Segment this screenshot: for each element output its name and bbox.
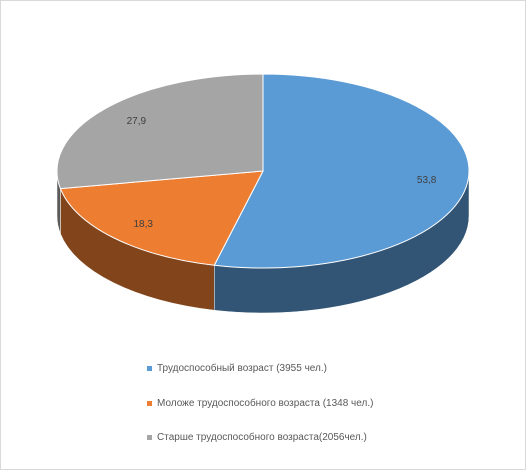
legend-label: Моложе трудоспособного возраста (1348 че… xyxy=(157,398,374,409)
slice xyxy=(56,73,264,190)
legend-label: Трудоспособный возраст (3955 чел.) xyxy=(157,363,327,374)
legend-swatch xyxy=(147,400,152,406)
slice xyxy=(59,170,264,266)
legend-swatch xyxy=(147,365,152,371)
data-label: 18,3 xyxy=(133,219,153,230)
legend-item: Старше трудоспособного возраста(2056чел.… xyxy=(147,431,387,444)
data-label: 53,8 xyxy=(417,175,437,186)
legend-item: Трудоспособный возраст (3955 чел.) xyxy=(147,362,387,375)
slice xyxy=(213,73,470,269)
legend-swatch xyxy=(147,434,152,440)
legend-item: Моложе трудоспособного возраста (1348 че… xyxy=(147,397,387,410)
legend-label: Старше трудоспособного возраста(2056чел.… xyxy=(157,432,367,443)
data-label: 27,9 xyxy=(127,116,147,127)
